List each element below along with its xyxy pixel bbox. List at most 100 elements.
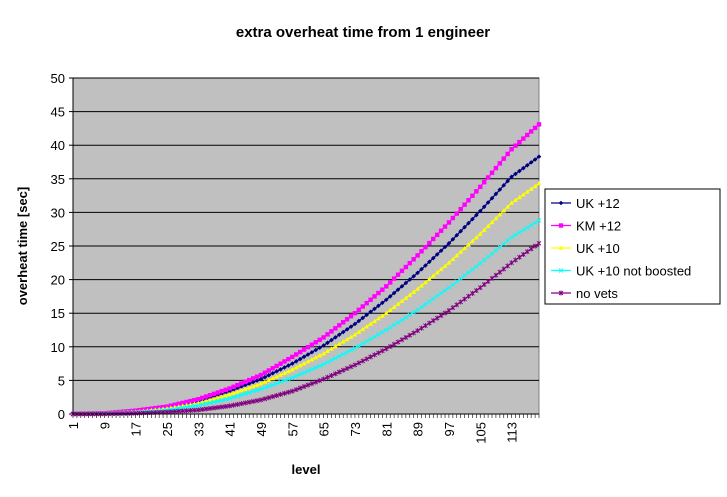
data-point [458,228,463,234]
data-point [427,320,432,326]
data-point [317,337,322,343]
data-point [391,341,397,347]
x-tick-label: 33 [191,422,206,436]
data-point [301,354,307,360]
data-point [332,343,338,349]
data-point [442,310,448,316]
data-point [517,194,522,200]
data-point [513,171,518,177]
data-point [293,365,299,370]
data-point [450,215,456,221]
data-point [211,391,217,397]
data-point [481,257,487,263]
data-point [509,260,514,266]
data-point [203,406,209,412]
data-point [391,304,397,309]
data-point [247,377,252,383]
data-point [368,297,373,302]
data-point [344,327,350,332]
data-point [231,395,236,400]
data-point [458,276,463,281]
data-point [305,344,311,350]
data-point [419,249,424,254]
data-point [536,240,542,246]
data-point [442,263,448,268]
data-point [333,335,338,340]
data-point [407,277,413,282]
legend-entry: UK +10 [551,241,620,256]
data-point [493,191,499,197]
y-tick-label: 40 [51,138,65,153]
data-point [368,354,373,360]
data-point [376,290,381,296]
data-point [184,404,189,410]
data-point [192,403,197,409]
data-point [474,264,479,269]
x-tick-label: 1 [66,422,81,429]
data-point [329,337,334,343]
data-point [184,408,189,414]
data-point [243,382,248,388]
data-point [337,323,342,328]
data-point [430,273,436,278]
data-point [493,248,499,253]
legend-label: UK +12 [576,196,620,211]
data-point [489,275,495,281]
data-point [524,162,530,168]
data-point [215,404,221,410]
data-point [391,322,397,328]
data-point [558,223,564,228]
data-point [333,371,338,377]
data-point [524,225,530,230]
data-point [329,329,334,334]
data-point [235,389,240,394]
data-point [199,402,205,407]
data-point [250,389,256,394]
data-point [348,324,354,329]
data-point [438,313,444,319]
data-point [383,327,389,333]
data-point [352,345,358,351]
data-point [470,290,475,296]
data-point [380,348,385,354]
data-point [231,402,236,408]
data-point [485,278,491,284]
data-point [278,391,283,397]
data-point [219,404,225,410]
data-point [219,397,225,403]
data-point [235,393,240,399]
data-point [403,264,409,270]
data-point [180,405,185,410]
data-point [454,302,460,308]
data-point [293,373,299,379]
data-point [466,242,471,247]
data-point [383,346,389,352]
data-point [317,378,323,384]
data-point [297,372,303,377]
data-point [305,359,311,364]
data-point [372,318,377,324]
data-point [215,395,221,400]
data-point [227,396,232,401]
data-point [383,310,389,315]
data-point [203,394,209,399]
data-point [477,285,483,291]
data-point [458,206,463,212]
data-point [462,202,467,207]
data-point [360,304,365,309]
data-point [294,352,299,357]
data-point [364,312,369,318]
data-point [380,300,385,306]
data-point [321,343,326,348]
data-point [227,392,233,397]
data-point [430,296,436,302]
data-point [333,326,338,331]
data-point [513,197,518,203]
legend-entry: UK +10 not boosted [551,264,691,279]
data-point [520,192,526,197]
data-point [446,285,452,290]
y-axis-title: overheat time [sec] [15,187,30,306]
data-point [254,398,260,404]
data-point [125,410,131,416]
